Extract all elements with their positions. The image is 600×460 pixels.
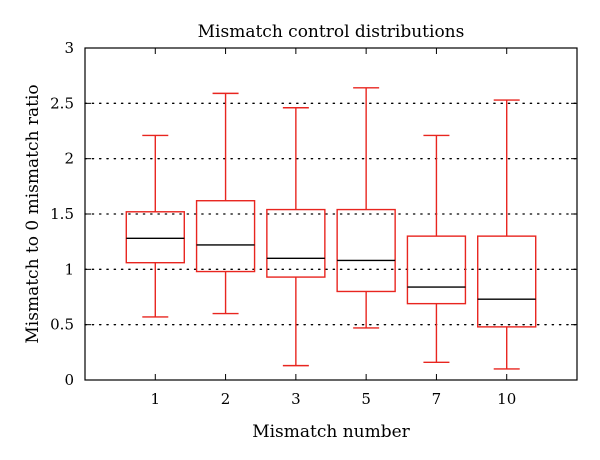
y-axis-title: Mismatch to 0 mismatch ratio (23, 84, 43, 343)
y-tick-label-0: 0 (64, 371, 74, 389)
box-group-1 (125, 134, 185, 318)
iqr-box-7 (406, 235, 467, 305)
x-tick-label-7: 7 (432, 390, 442, 408)
x-tick-label-3: 3 (291, 390, 301, 408)
x-tick-label-10: 10 (497, 390, 516, 408)
x-tick-label-5: 5 (361, 390, 371, 408)
chart-title: Mismatch control distributions (198, 22, 465, 42)
y-tick-label-4: 2 (64, 150, 74, 168)
iqr-box-3 (266, 208, 326, 278)
y-tick-label-6: 3 (64, 39, 74, 57)
y-tick-label-3: 1.5 (50, 205, 74, 223)
iqr-box-2 (195, 200, 256, 273)
grid-lines (84, 102, 578, 326)
x-tick-label-1: 1 (151, 390, 161, 408)
box-group-2 (195, 92, 256, 315)
boxes (125, 87, 537, 370)
x-axis-title: Mismatch number (252, 422, 410, 442)
plot-frame (84, 47, 578, 381)
axes: 0 0.5 1 1.5 2 2.5 3 1 2 3 5 7 10 (50, 39, 578, 408)
y-tick-label-1: 0.5 (50, 316, 74, 334)
box-group-7 (406, 134, 467, 363)
iqr-box-5 (336, 208, 396, 293)
box-group-3 (266, 107, 326, 367)
y-tick-label-2: 1 (64, 260, 74, 278)
box-group-5 (336, 87, 396, 329)
y-tick-label-5: 2.5 (50, 94, 74, 112)
iqr-box-1 (125, 211, 185, 264)
box-group-10 (477, 99, 537, 370)
x-tick-label-2: 2 (221, 390, 231, 408)
iqr-box-10 (477, 235, 537, 328)
